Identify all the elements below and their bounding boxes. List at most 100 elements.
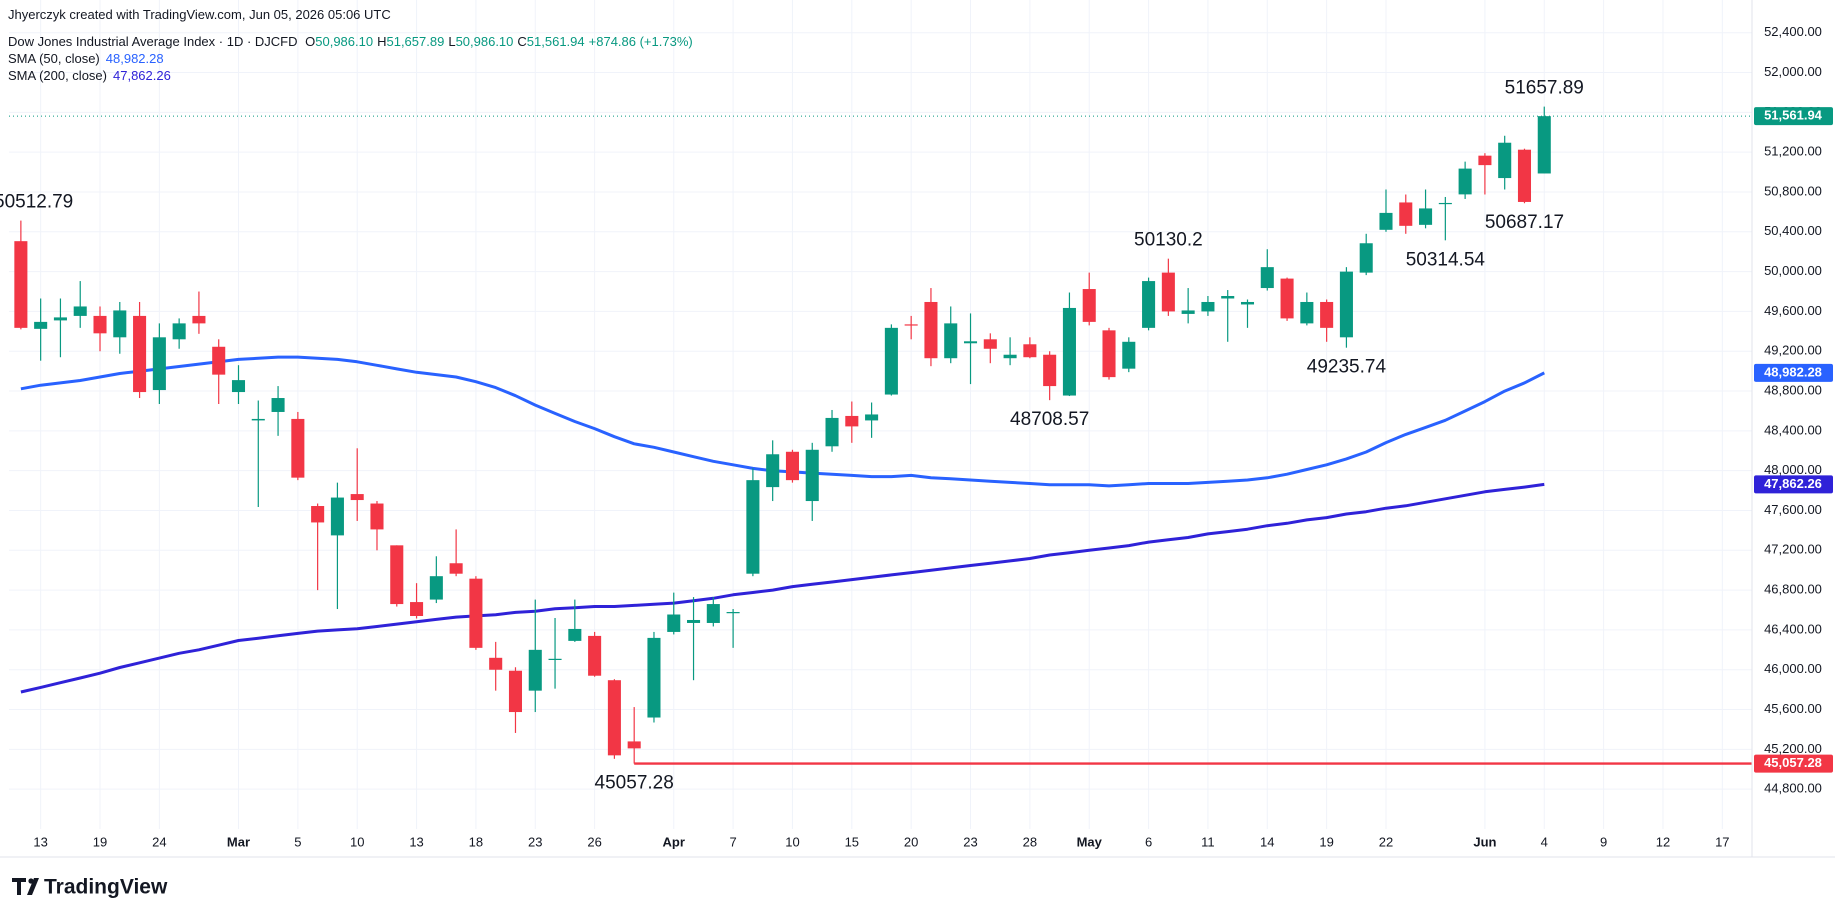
y-tick-label: 50,400.00	[1764, 223, 1822, 238]
candle-body	[904, 324, 918, 326]
candle-body	[706, 604, 720, 623]
candle-body	[588, 635, 602, 676]
candle-body	[14, 241, 28, 328]
x-tick-label: 13	[33, 834, 47, 849]
candle-body	[884, 327, 898, 395]
x-tick-label: 23	[963, 834, 977, 849]
logo-text: TradingView	[44, 876, 168, 899]
candle-body	[53, 317, 67, 321]
candle-body	[766, 454, 780, 488]
candle-body	[647, 637, 661, 718]
legend-value: 48,982.28	[105, 51, 164, 66]
x-tick-label: 18	[469, 834, 483, 849]
candle-body	[845, 415, 859, 427]
candle-body	[73, 306, 87, 316]
x-tick-label: 15	[845, 834, 859, 849]
y-tick-label: 46,400.00	[1764, 621, 1822, 636]
candle-body	[1201, 301, 1215, 312]
logo: TradingView	[12, 876, 168, 899]
candle-body	[944, 323, 958, 359]
y-tick-label: 48,800.00	[1764, 382, 1822, 397]
price-tag	[1754, 754, 1833, 773]
y-tick-label: 44,800.00	[1764, 781, 1822, 796]
candle-body	[93, 315, 107, 334]
logo-icon	[12, 878, 26, 895]
candle-body	[231, 380, 246, 393]
candle-body	[1498, 142, 1512, 179]
indicator-legend: SMA (200, close) 47,862.26	[8, 67, 693, 84]
x-tick-label: May	[1077, 834, 1103, 849]
price-tag	[1754, 475, 1833, 494]
candle-body	[865, 414, 879, 421]
x-tick-label: 20	[904, 834, 918, 849]
extreme-label: 48708.57	[1010, 409, 1089, 430]
candle-body	[726, 612, 740, 614]
candle-body	[390, 545, 404, 605]
candle-body	[1399, 202, 1413, 226]
ohlc-value: 50,986.10	[315, 34, 374, 49]
extreme-label: 45057.28	[595, 773, 674, 794]
candle-body	[963, 341, 978, 344]
candle-body	[805, 449, 819, 502]
price-tag-label: 48,982.28	[1764, 364, 1822, 379]
x-tick-label: Jun	[1473, 834, 1496, 849]
x-tick-label: Mar	[227, 834, 250, 849]
x-tick-label: 17	[1715, 834, 1729, 849]
candle-body	[607, 680, 621, 756]
axes: 44,800.00 45,200.00 45,600.00 46,000.00 46,4…	[33, 24, 1833, 849]
candle-body	[330, 497, 344, 536]
candle-body	[489, 657, 503, 670]
price-tag-label: 51,561.94	[1764, 108, 1823, 123]
candle-body	[1537, 116, 1551, 174]
candles	[14, 106, 1551, 764]
x-tick-label: 10	[785, 834, 799, 849]
x-tick-label: 4	[1541, 834, 1548, 849]
x-tick-label: 19	[1319, 834, 1333, 849]
symbol-legend: Dow Jones Industrial Average Index · 1D …	[8, 33, 693, 50]
candle-body	[508, 670, 523, 713]
price-tag	[1754, 107, 1833, 126]
x-tick-label: 10	[350, 834, 364, 849]
candle-body	[469, 578, 483, 648]
x-tick-label: 23	[528, 834, 542, 849]
candle-body	[746, 480, 760, 574]
candle-body	[1240, 301, 1255, 305]
candle-body	[133, 315, 147, 393]
candle-body	[271, 398, 285, 412]
y-tick-label: 46,800.00	[1764, 582, 1822, 597]
y-tick-label: 52,400.00	[1764, 24, 1822, 39]
x-tick-label: 26	[587, 834, 601, 849]
candle-body	[251, 418, 265, 421]
candle-body	[1280, 278, 1294, 319]
candle-body	[429, 576, 443, 600]
credit: Jhyerczyk created with TradingView.com, …	[8, 7, 391, 22]
x-tick-label: 11	[1201, 834, 1215, 849]
price-tag-label: 45,057.28	[1764, 755, 1822, 770]
ohlc-key: L	[448, 34, 456, 49]
candle-body	[924, 301, 938, 359]
indicator-lines	[20, 355, 1545, 694]
ohlc-key: C	[517, 34, 527, 49]
candle-body	[1161, 272, 1175, 312]
candle-body	[192, 315, 206, 324]
y-tick-label: 48,000.00	[1764, 462, 1822, 477]
ohlc-value: 51,561.94	[526, 34, 585, 49]
candle-body	[1517, 149, 1532, 202]
candle-body	[1102, 330, 1116, 378]
extreme-label: 51657.89	[1505, 78, 1584, 99]
extreme-label: 50512.79	[0, 192, 73, 213]
x-tick-label: 12	[1656, 834, 1670, 849]
x-tick-label: 22	[1379, 834, 1393, 849]
candle-body	[1339, 271, 1353, 338]
candle-body	[1003, 354, 1017, 359]
candle-body	[825, 417, 839, 447]
candle-body	[350, 494, 364, 501]
sma-line	[20, 482, 1545, 694]
y-tick-label: 47,600.00	[1764, 502, 1822, 517]
candle-body	[1438, 202, 1452, 205]
y-tick-label: 49,200.00	[1764, 343, 1822, 358]
x-tick-label: Apr	[663, 834, 685, 849]
candle-body	[1419, 208, 1433, 225]
candle-body	[1260, 267, 1274, 289]
